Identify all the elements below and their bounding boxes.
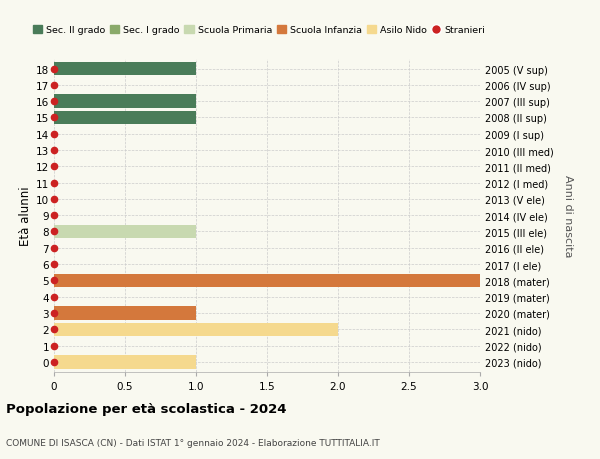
Bar: [54, 355, 196, 369]
Text: COMUNE DI ISASCA (CN) - Dati ISTAT 1° gennaio 2024 - Elaborazione TUTTITALIA.IT: COMUNE DI ISASCA (CN) - Dati ISTAT 1° ge…: [6, 438, 380, 448]
Bar: [54, 307, 196, 320]
Bar: [54, 112, 196, 125]
Legend: Sec. II grado, Sec. I grado, Scuola Primaria, Scuola Infanzia, Asilo Nido, Stran: Sec. II grado, Sec. I grado, Scuola Prim…: [29, 22, 489, 39]
Y-axis label: Età alunni: Età alunni: [19, 186, 32, 246]
Bar: [54, 225, 196, 239]
Text: Popolazione per età scolastica - 2024: Popolazione per età scolastica - 2024: [6, 403, 287, 415]
Bar: [54, 274, 480, 287]
Bar: [54, 63, 196, 76]
Bar: [54, 323, 338, 336]
Y-axis label: Anni di nascita: Anni di nascita: [563, 174, 573, 257]
Bar: [54, 95, 196, 109]
